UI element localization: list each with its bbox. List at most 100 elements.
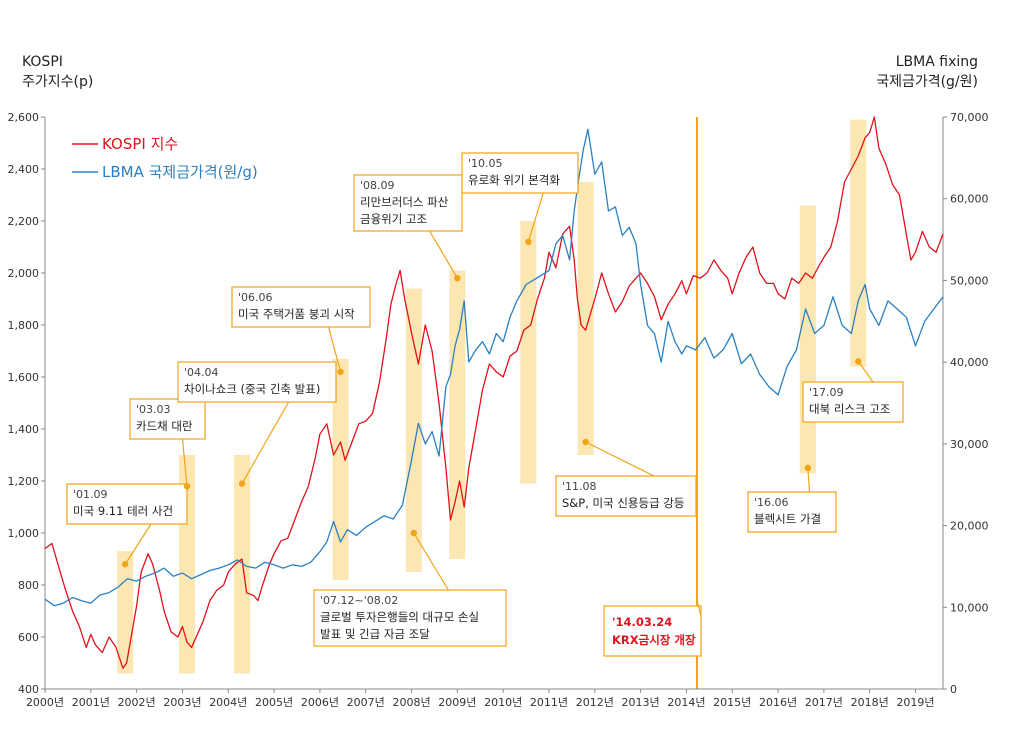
lbma-gold-line <box>44 128 944 607</box>
annotation-text-a0809: 금융위기 고조 <box>360 212 427 226</box>
x-tick-label: 2016년 <box>759 696 797 709</box>
left-tick-label: 2,600 <box>8 111 40 124</box>
annotation-text-a1606: 블렉시트 가결 <box>754 512 821 526</box>
annotation-text-a0303: 카드채 대란 <box>136 419 193 433</box>
x-tick-label: 2018년 <box>851 696 889 709</box>
right-tick-label: 20,000 <box>950 520 989 533</box>
event-band-a0109 <box>117 551 134 674</box>
krx-label-leader <box>696 599 702 617</box>
x-tick-label: 2000년 <box>26 696 64 709</box>
event-bands <box>117 119 867 674</box>
annotation-box-a0303 <box>129 398 206 440</box>
event-band-a0606 <box>332 358 349 580</box>
x-tick-label: 2011년 <box>530 696 568 709</box>
annotation-date-a0404: '04.04 <box>184 366 219 379</box>
left-tick-label: 2,000 <box>8 267 40 280</box>
right-tick-label: 10,000 <box>950 601 989 614</box>
x-tick-label: 2006년 <box>301 696 339 709</box>
annotation-leader-a0809 <box>429 230 458 279</box>
left-tick-label: 600 <box>18 631 39 644</box>
left-tick-label: 800 <box>18 579 39 592</box>
x-tick-label: 2014년 <box>667 696 705 709</box>
annotation-leader-a1606 <box>807 467 811 493</box>
annotation-box-a0606 <box>231 286 371 328</box>
event-band-a0712 <box>405 288 422 572</box>
event-band-a1606 <box>799 205 816 474</box>
right-tick-label: 50,000 <box>950 274 989 287</box>
annotation-point-a0712 <box>410 529 418 537</box>
x-tick-label: 2002년 <box>118 696 156 709</box>
event-band-a1108 <box>577 182 594 455</box>
annotation-date-a0606: '06.06 <box>238 291 273 304</box>
left-tick-label: 2,200 <box>8 215 40 228</box>
annotation-date-a1108: '11.08 <box>562 480 597 493</box>
annotation-point-a0303 <box>183 483 191 490</box>
annotation-leader-a1005 <box>527 192 544 242</box>
x-tick-label: 2019년 <box>896 696 934 709</box>
right-tick-label: 30,000 <box>950 438 989 451</box>
annotation-point-a0606 <box>337 368 344 375</box>
x-tick-label: 2009년 <box>438 696 476 709</box>
krx-label-date: '14.03.24 <box>612 615 672 629</box>
x-tick-label: 2015년 <box>713 696 751 709</box>
x-tick-label: 2013년 <box>622 696 660 709</box>
left-tick-label: 400 <box>18 683 39 696</box>
annotation-date-a1606: '16.06 <box>754 496 789 509</box>
krx-label-text: KRX금시장 개장 <box>612 633 696 647</box>
annotation-leader-a0404 <box>241 401 290 484</box>
left-tick-label: 1,200 <box>8 475 40 488</box>
right-tick-label: 0 <box>950 683 957 696</box>
annotation-text-a0712: 발표 및 긴급 자금 조달 <box>320 627 430 641</box>
left-axis-title-1: KOSPI <box>22 54 63 70</box>
annotation-date-a0712: '07.12~'08.02 <box>320 594 398 607</box>
annotation-text-a0712: 글로벌 투자은행들의 대규모 손실 <box>320 610 479 624</box>
right-tick-label: 70,000 <box>950 111 989 124</box>
annotation-date-a1709: '17.09 <box>809 386 844 399</box>
annotation-point-a1709 <box>855 358 862 365</box>
annotation-date-a0303: '03.03 <box>136 403 171 416</box>
annotation-text-a1108: S&P, 미국 신용등급 강등 <box>562 496 684 510</box>
annotation-date-a1005: '10.05 <box>468 157 503 170</box>
annotation-leader-a0303 <box>181 438 188 487</box>
x-tick-label: 2008년 <box>392 696 430 709</box>
annotation-text-a1005: 유로화 위기 본격화 <box>468 173 560 187</box>
annotation-date-a0109: '01.09 <box>73 488 108 501</box>
annotation-leader-a1108 <box>585 441 655 477</box>
left-tick-label: 2,400 <box>8 163 40 176</box>
event-band-a0809 <box>449 270 466 559</box>
annotation-date-a0809: '08.09 <box>360 179 395 192</box>
annotation-box-a1108 <box>555 475 697 517</box>
right-axis-title-2: 국제금가격(g/원) <box>876 74 978 90</box>
legend: KOSPI 지수 LBMA 국제금가격(원/g) <box>72 135 258 181</box>
event-band-a0404 <box>234 455 251 674</box>
annotation-box-a0712 <box>313 589 507 647</box>
legend-label-kospi: KOSPI 지수 <box>102 135 178 153</box>
annotation-leader-a0712 <box>413 532 449 591</box>
annotation-leader-a1709 <box>857 361 874 383</box>
left-tick-label: 1,800 <box>8 319 40 332</box>
annotation-point-a1606 <box>804 464 812 472</box>
legend-label-lbma: LBMA 국제금가격(원/g) <box>102 163 258 181</box>
annotation-box-a1005 <box>461 152 579 194</box>
annotation-point-a1108 <box>582 438 589 446</box>
event-band-a1709 <box>850 119 867 367</box>
x-tick-label: 2010년 <box>484 696 522 709</box>
krx-label-box <box>603 605 702 657</box>
event-band-a1005 <box>520 221 537 484</box>
left-axis-title-2: 주가지수(p) <box>22 74 93 90</box>
x-tick-label: 2017년 <box>805 696 843 709</box>
series-lines <box>44 116 944 669</box>
x-tick-label: 2003년 <box>163 696 201 709</box>
right-tick-label: 40,000 <box>950 356 989 369</box>
annotations: '01.09 미국 9.11 테러 사건 '03.03 카드채 대란 '04.04 차이나… <box>66 152 904 657</box>
right-tick-label: 60,000 <box>950 193 989 206</box>
annotation-leader-a0109 <box>124 523 152 565</box>
annotation-box-a0404 <box>177 361 337 403</box>
kospi-line <box>44 116 944 669</box>
right-axis-title-1: LBMA fixing <box>896 54 978 70</box>
annotation-box-a1606 <box>747 491 837 533</box>
x-tick-label: 2004년 <box>209 696 247 709</box>
left-tick-label: 1,000 <box>8 527 40 540</box>
annotation-point-a0404 <box>238 480 246 487</box>
